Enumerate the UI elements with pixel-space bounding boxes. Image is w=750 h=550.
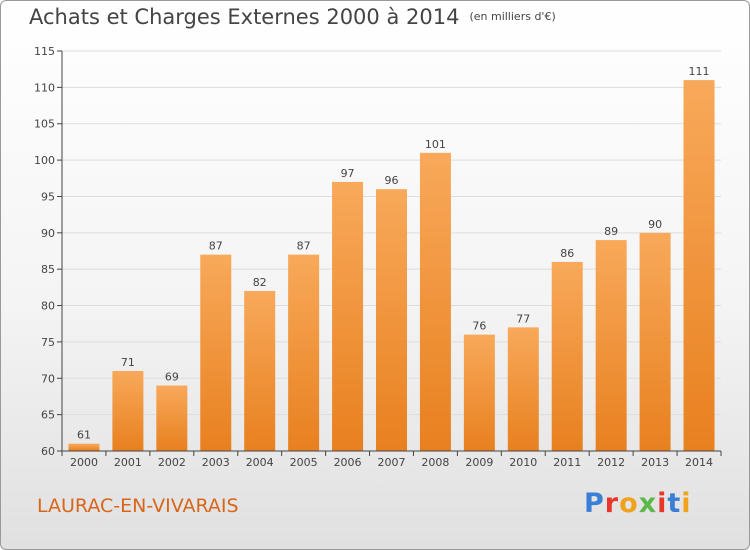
xtick-label-2006: 2006: [334, 456, 362, 469]
ytick-label-115: 115: [34, 45, 55, 58]
ytick-label-60: 60: [41, 445, 55, 458]
ytick-label-65: 65: [41, 409, 55, 422]
axes: 60 65 70 75 80 85 90 95 100 105 110 115 2000 2001 2002…: [34, 45, 722, 469]
bar-2008: [419, 152, 451, 451]
ytick-label-105: 105: [34, 118, 55, 131]
bar-2007: [376, 189, 407, 451]
xtick-label-2011: 2011: [553, 456, 581, 469]
data-label-2008: 101: [425, 138, 446, 151]
ytick-label-85: 85: [41, 263, 55, 276]
data-label-2003: 87: [209, 240, 223, 253]
data-label-2006: 97: [341, 167, 355, 180]
bar-2003: [200, 254, 232, 451]
bar-2012: [595, 240, 627, 451]
ytick-label-90: 90: [41, 227, 55, 240]
data-label-2009: 76: [472, 320, 486, 333]
logo-letter: o: [619, 488, 639, 519]
data-label-2010: 77: [516, 312, 530, 325]
ytick-label-110: 110: [34, 81, 55, 94]
data-labels: 61 71 69 87 82 87 97 96 101 76 77 86 89 90 111: [77, 65, 710, 442]
xtick-label-2012: 2012: [597, 456, 625, 469]
data-label-2014: 111: [689, 65, 710, 78]
bar-2013: [639, 232, 671, 451]
xtick-label-2009: 2009: [465, 456, 493, 469]
data-label-2001: 71: [121, 356, 135, 369]
data-label-2005: 87: [297, 240, 311, 253]
logo-letter: r: [604, 488, 620, 519]
title-unit: (en milliers d'€): [469, 10, 556, 23]
logo-letter: i: [657, 488, 668, 519]
bar-2002: [156, 385, 188, 451]
data-label-2013: 90: [648, 218, 662, 231]
xtick-label-2008: 2008: [421, 456, 449, 469]
proxiti-logo[interactable]: Proxiti: [584, 488, 692, 519]
xtick-label-2014: 2014: [685, 456, 713, 469]
xtick-label-2000: 2000: [70, 456, 98, 469]
ytick-label-75: 75: [41, 336, 55, 349]
xtick-label-2007: 2007: [378, 456, 406, 469]
town-name: LAURAC-EN-VIVARAIS: [37, 495, 239, 517]
bar-2009: [463, 334, 495, 451]
logo-letter: t: [667, 488, 682, 519]
logo-letter: i: [681, 488, 692, 519]
xtick-label-2013: 2013: [641, 456, 669, 469]
data-label-2011: 86: [560, 247, 574, 260]
bar-2006: [332, 181, 364, 451]
bars: [68, 80, 715, 451]
bar-2005: [288, 254, 320, 451]
xtick-label-2003: 2003: [202, 456, 230, 469]
data-label-2012: 89: [604, 225, 618, 238]
logo-letter: P: [584, 488, 605, 519]
bar-2011: [551, 261, 583, 451]
data-label-2002: 69: [165, 371, 179, 384]
bar-2004: [244, 291, 276, 451]
bar-2000: [68, 443, 100, 451]
bar-2014: [683, 80, 715, 451]
xtick-label-2005: 2005: [290, 456, 318, 469]
bar-2010: [507, 327, 539, 451]
xtick-label-2004: 2004: [246, 456, 274, 469]
ytick-label-100: 100: [34, 154, 55, 167]
ytick-label-80: 80: [41, 300, 55, 313]
chart-title: Achats et Charges Externes 2000 à 2014 (e…: [29, 5, 556, 29]
xtick-label-2001: 2001: [114, 456, 142, 469]
data-label-2007: 96: [385, 174, 399, 187]
data-label-2004: 82: [253, 276, 267, 289]
bar-2001: [112, 371, 144, 451]
xtick-label-2010: 2010: [509, 456, 537, 469]
ytick-label-70: 70: [41, 372, 55, 385]
logo-letter: x: [638, 488, 658, 519]
xtick-label-2002: 2002: [158, 456, 186, 469]
ytick-label-95: 95: [41, 190, 55, 203]
title-text: Achats et Charges Externes 2000 à 2014: [29, 5, 460, 29]
data-label-2000: 61: [77, 429, 91, 442]
